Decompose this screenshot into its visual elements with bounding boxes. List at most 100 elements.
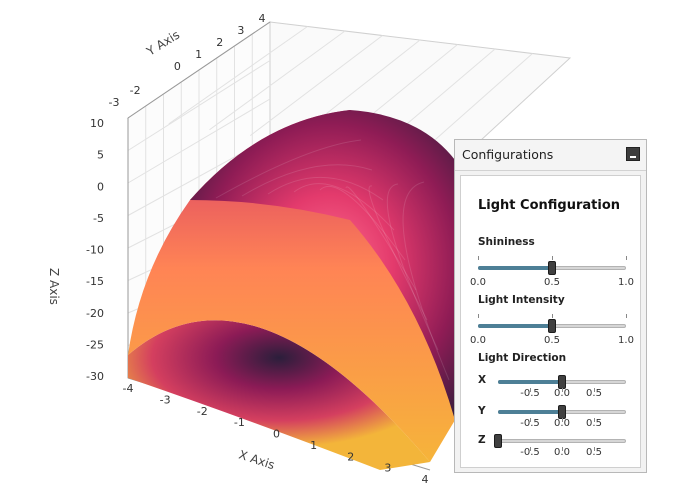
intensity-min-label: 0.0 [470,335,486,346]
mesh-line [267,177,384,201]
slider-thumb[interactable] [548,319,556,333]
grid-line [249,35,383,137]
x-tick-label: -3 [160,393,171,406]
direction-x-tick-pos: 0.5 [586,388,602,399]
slider-tick [478,256,479,260]
x-tick-label: 2 [347,450,354,463]
slider-tick [552,314,553,318]
slider-thumb[interactable] [558,375,566,389]
mesh-line [368,185,428,321]
direction-x-slider[interactable] [498,373,626,392]
direction-z-tick-zero: 0.0 [554,447,570,458]
direction-z-tick-neg: -0.5 [520,447,540,458]
direction-z-slider[interactable] [494,432,626,451]
mesh-line [241,164,373,197]
grid-line [209,30,346,131]
x-axis-title: X Axis [237,448,276,473]
slider-track [498,439,626,443]
grid-line [168,26,308,125]
slider-thumb[interactable] [558,405,566,419]
z-axis-title: Z Axis [47,268,61,305]
intensity-max-label: 1.0 [618,335,634,346]
slider-tick [562,447,563,451]
direction-y-tick-neg: -0.5 [520,418,540,429]
z-tick-label: 10 [90,117,104,130]
z-tick-label: -20 [86,307,104,320]
x-axis-ticks: -4 -3 -2 -1 0 1 2 3 4 [123,382,429,486]
slider-tick [626,256,627,260]
light-intensity-label: Light Intensity [478,294,565,306]
y-axis-title: Y Axis [143,28,182,60]
x-tick-label: -4 [123,382,134,395]
mesh-line [345,186,417,291]
mesh-line [386,183,439,351]
shininess-mid-label: 0.5 [544,277,560,288]
y-axis-ticks: -3 -2 0 1 2 3 4 [109,12,266,109]
light-configuration-title: Light Configuration [478,198,621,213]
direction-y-tick-zero: 0.0 [554,418,570,429]
y-tick-label: 2 [216,36,223,49]
direction-z-tick-pos: 0.5 [586,447,602,458]
slider-fill [478,266,552,270]
direction-x-tick-zero: 0.0 [554,388,570,399]
surface [128,110,470,470]
slider-tick [562,388,563,392]
surface-mesh [215,139,450,381]
minimize-button[interactable] [626,147,640,161]
y-tick-label: 1 [195,48,202,61]
slider-tick [594,418,595,422]
shininess-label: Shininess [478,236,535,248]
slider-fill [478,324,552,328]
shininess-slider[interactable] [478,256,627,277]
mesh-line [319,185,406,261]
slider-tick [552,256,553,260]
slider-tick [562,418,563,422]
z-axis-ticks: 10 5 0 -5 -10 -15 -20 -25 -30 [86,117,104,383]
y-tick-label: 4 [259,12,266,25]
z-tick-label: -10 [86,244,104,257]
mesh-line [402,181,450,381]
x-tick-label: -2 [197,405,208,418]
direction-y-label: Y [478,405,486,417]
direction-y-slider[interactable] [498,403,626,422]
configurations-panel: Configurations Light Configuration Shini… [454,139,647,473]
z-tick-label: -5 [93,212,104,225]
surface-top [190,110,470,420]
x-tick-label: 4 [422,473,429,486]
shininess-max-label: 1.0 [618,277,634,288]
slider-tick [530,388,531,392]
direction-x-tick-neg: -0.5 [520,388,540,399]
panel-body: Light Configuration Shininess 0.0 0.5 1.… [460,175,641,468]
slider-fill [498,410,562,414]
z-tick-label: 0 [97,180,104,193]
x-tick-label: 0 [273,428,280,441]
mesh-line [215,139,362,199]
panel-title: Configurations [462,147,554,162]
panel-header: Configurations [455,140,646,171]
z-tick-label: -25 [86,338,104,351]
y-tick-label: 3 [237,24,244,37]
x-tick-label: -1 [234,416,245,429]
slider-thumb[interactable] [494,434,502,448]
shininess-min-label: 0.0 [470,277,486,288]
z-tick-label: -30 [86,370,104,383]
slider-tick [594,447,595,451]
slider-thumb[interactable] [548,261,556,275]
slider-tick [594,388,595,392]
slider-tick [530,447,531,451]
direction-y-tick-pos: 0.5 [586,418,602,429]
mesh-line [293,183,395,231]
y-tick-label: -2 [130,84,141,97]
y-tick-label: -3 [109,96,120,109]
slider-tick [478,314,479,318]
x-tick-label: 1 [310,439,317,452]
x-tick-label: 3 [384,462,391,475]
light-intensity-slider[interactable] [478,314,627,335]
direction-z-label: Z [478,434,486,446]
slider-tick [626,314,627,318]
z-tick-label: 5 [97,149,104,162]
intensity-mid-label: 0.5 [544,335,560,346]
surface-underside [128,320,430,470]
grid-line [127,98,271,184]
